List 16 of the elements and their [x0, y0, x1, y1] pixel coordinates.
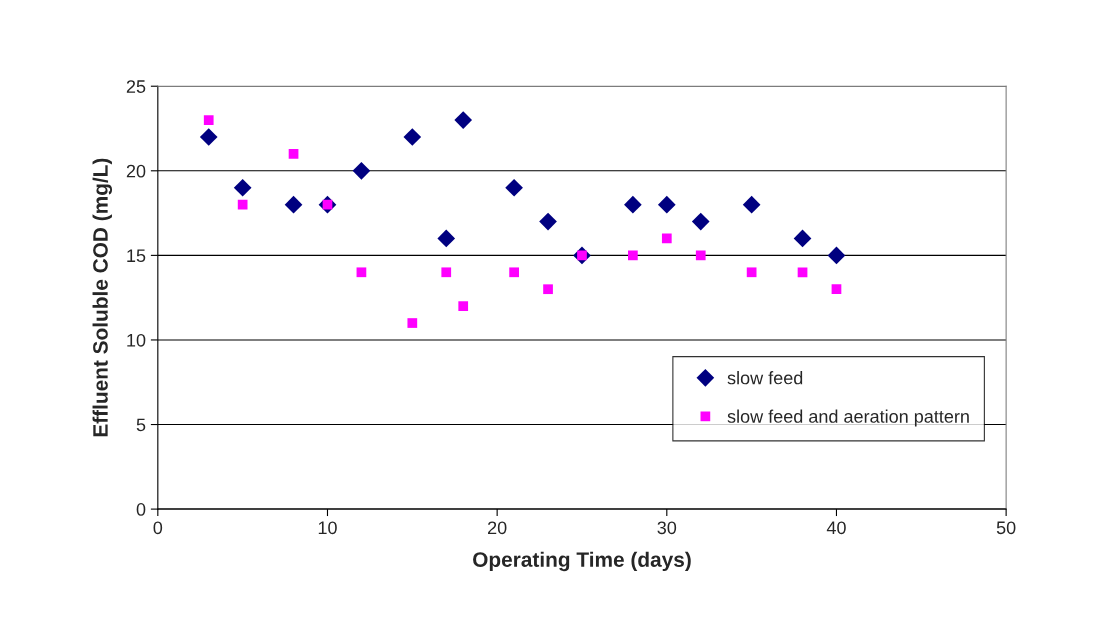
y-tick-label: 15 [127, 249, 146, 263]
x-tick-label: 0 [153, 521, 163, 535]
x-tick-label: 50 [996, 521, 1016, 535]
legend-label: slow feed [727, 371, 803, 385]
x-axis-title: Operating Time (days) [473, 551, 691, 572]
x-tick-label: 40 [826, 521, 846, 535]
y-tick-label: 0 [136, 503, 146, 516]
legend-label: slow feed and aeration pattern [727, 409, 969, 427]
y-tick-label: 25 [126, 80, 146, 93]
y-tick-label: 5 [136, 418, 146, 432]
x-tick-label: 10 [318, 521, 337, 535]
y-tick-label: 20 [126, 164, 146, 178]
y-axis-title: Effluent Soluble COD (mg/L) [92, 158, 113, 437]
y-tick-label: 10 [127, 333, 146, 347]
x-tick-label: 30 [657, 521, 677, 535]
x-tick-label: 20 [488, 521, 507, 535]
